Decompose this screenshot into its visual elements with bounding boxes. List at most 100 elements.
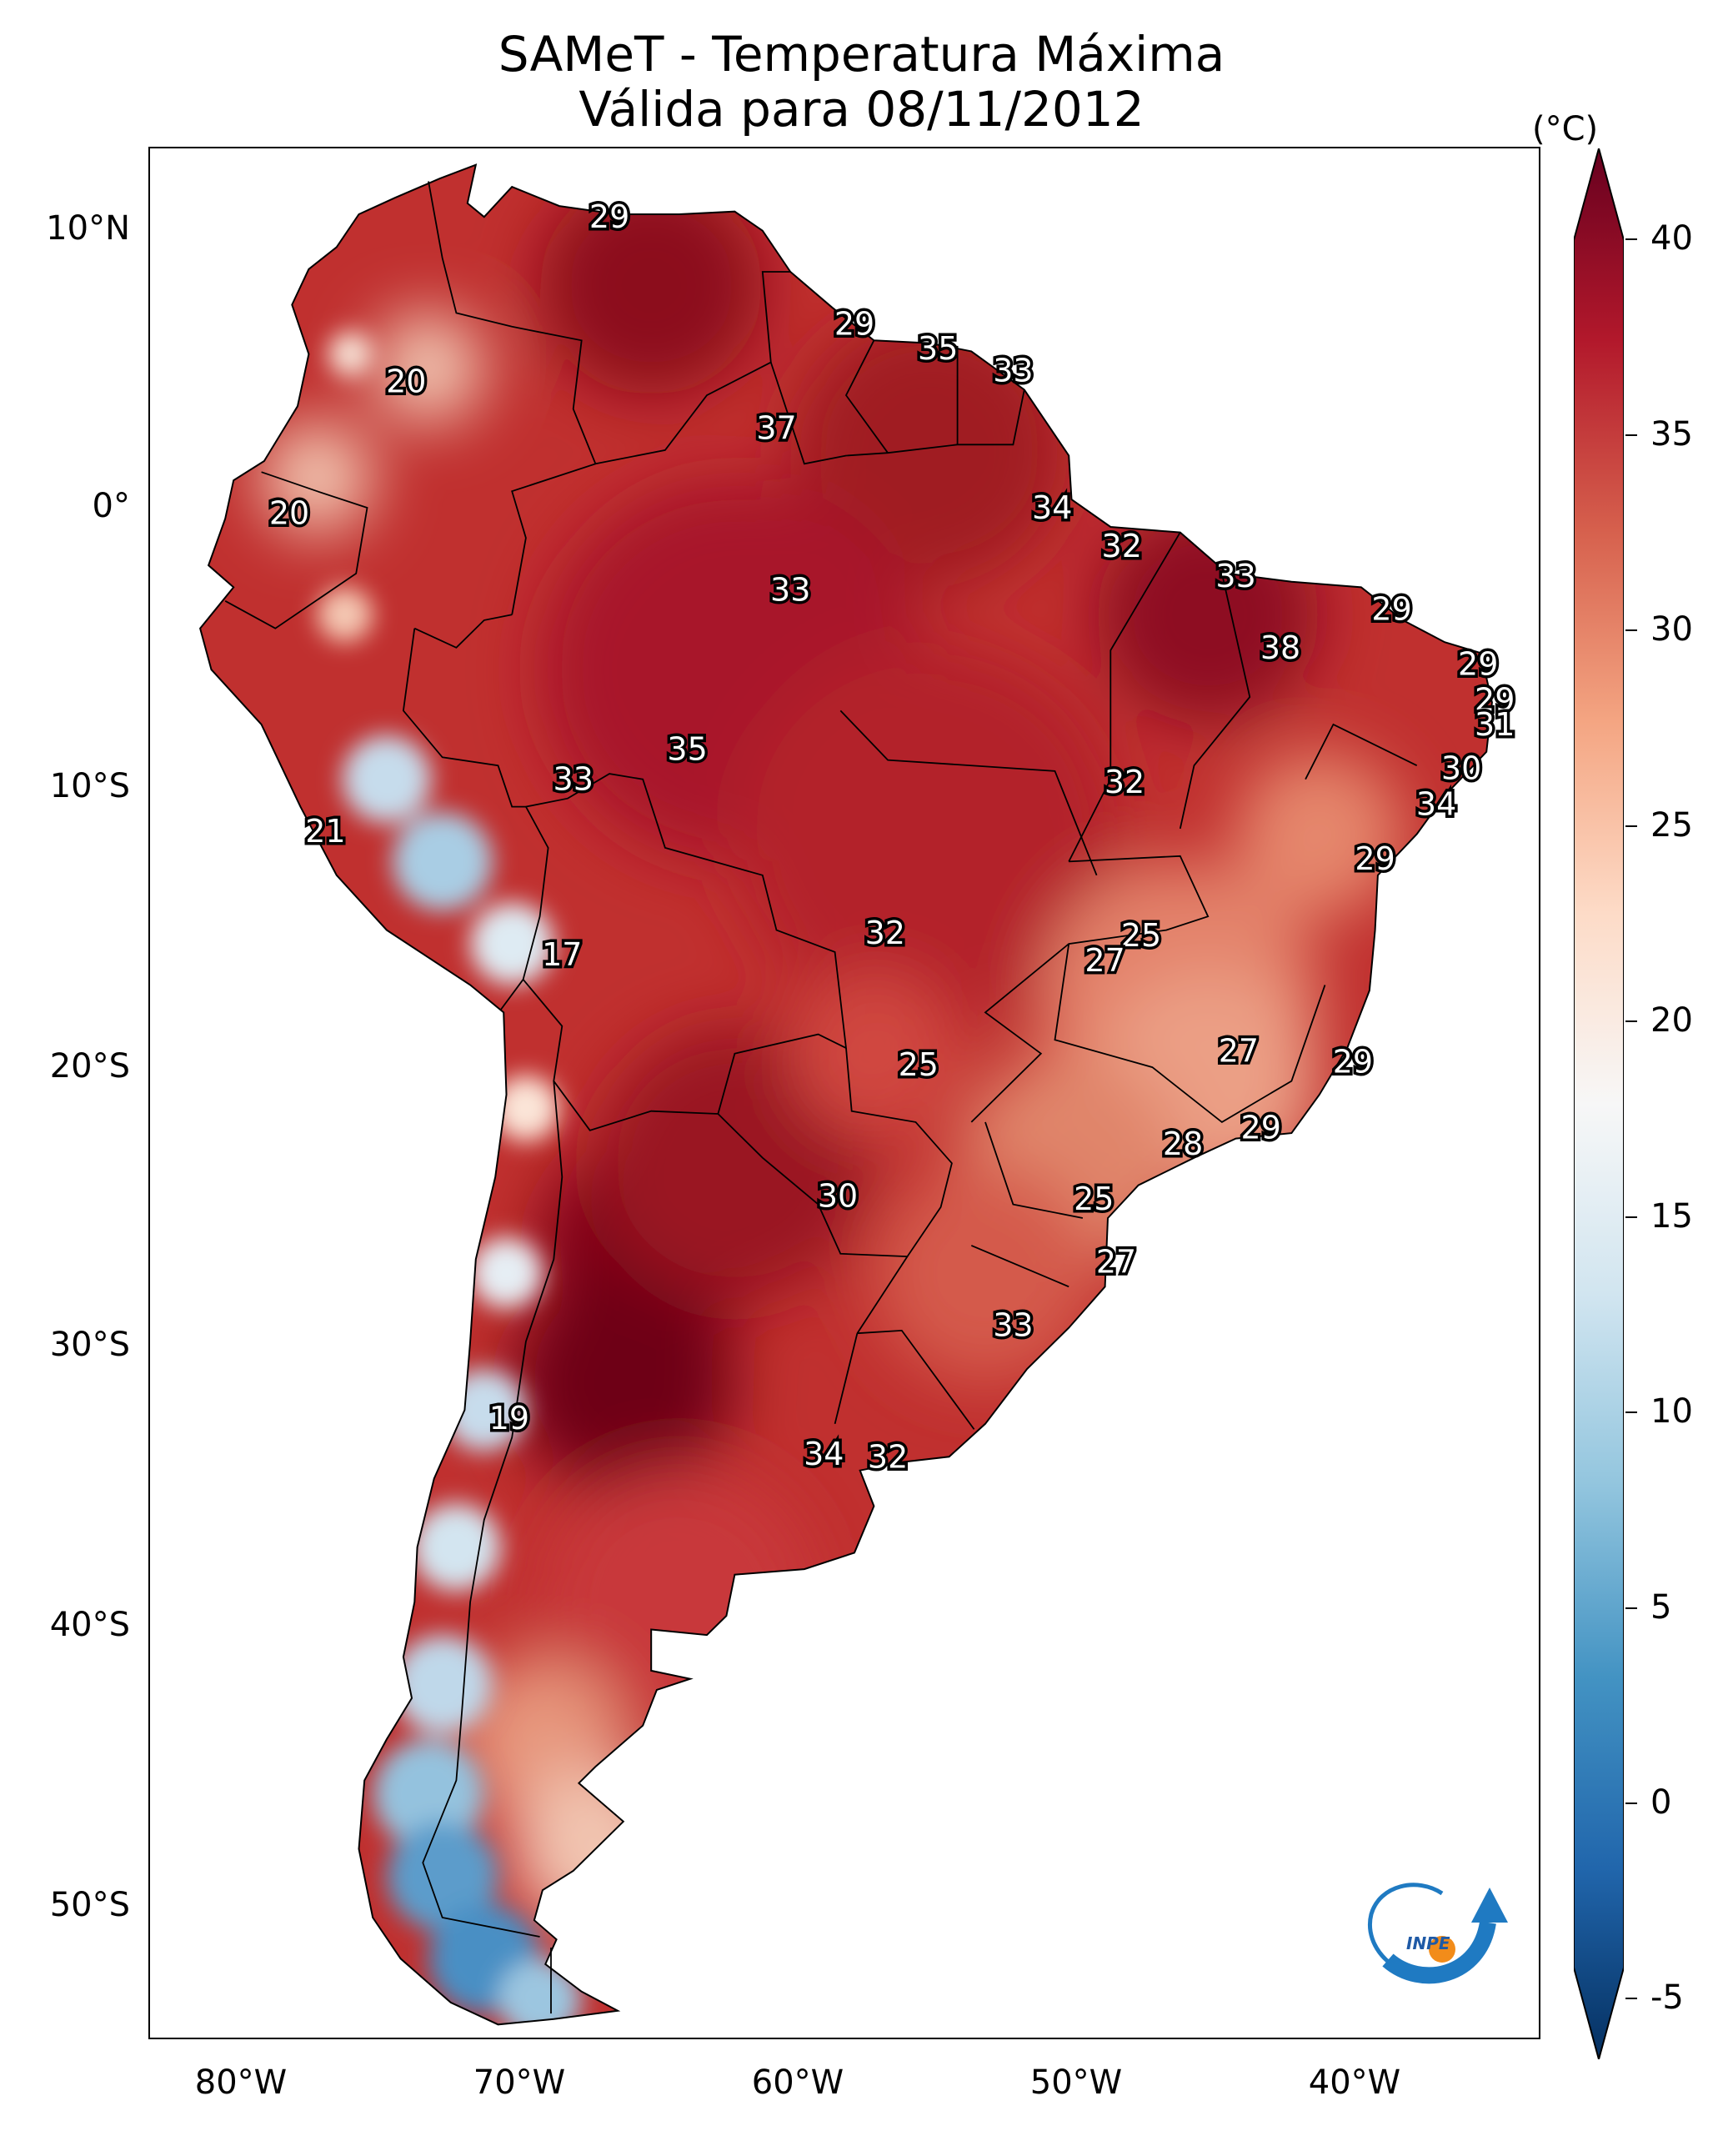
temperature-field-patch [261,422,373,533]
temperature-value-label: 29 [1475,681,1515,718]
temperature-value-label: 29 [589,198,629,235]
temperature-value-label: 32 [865,915,905,951]
admin-border [856,1256,909,1334]
lon-label-80w: 80°W [194,2063,288,2102]
lon-label-50w: 50°W [1029,2063,1123,2102]
temperature-value-label: 32 [1104,764,1144,800]
colorbar-tick-25: 25 [1650,806,1693,845]
lat-label-50s: 50°S [49,1886,130,1924]
admin-border [402,628,549,1010]
admin-border [857,1329,975,1430]
temperature-value-label: 31 [1475,706,1515,743]
temperature-value-label: 19 [489,1400,529,1436]
temperature-value-label: 20 [269,495,309,532]
temperature-field-patch [734,642,1124,1026]
temperature-field-patch [1235,751,1404,917]
colorbar-tick-40: 40 [1650,219,1693,258]
admin-border [1179,573,1251,830]
temperature-field-patch [411,1503,501,1592]
admin-border [428,181,597,615]
temperature-field-patch [498,1958,582,2025]
admin-border [970,1245,1069,1288]
colorbar-tick-0: 0 [1650,1783,1672,1822]
temperature-field-patch [539,175,763,396]
lat-label-0: 0° [92,487,130,525]
temperature-value-label: 34 [804,1436,844,1472]
colorbar-gradient [1573,145,1625,2063]
temperature-value-label: 25 [1074,1181,1114,1217]
colorbar-unit: (°C) [1532,110,1599,148]
colorbar-tick-minus5: -5 [1650,1978,1684,2017]
colorbar-tick-15: 15 [1650,1197,1693,1236]
temperature-field-patch [373,1739,484,1849]
temperature-value-label: 37 [756,410,796,447]
lat-label-10n: 10°N [46,209,130,248]
temperature-value-label: 30 [1441,750,1481,787]
lat-label-30s: 30°S [49,1326,130,1364]
temperature-field-patch [470,1237,543,1309]
temperature-value-label: 29 [1458,646,1498,683]
temperature-value-label: 33 [770,572,810,609]
admin-border [1305,723,1418,780]
colorbar [1573,145,1625,2063]
temperature-value-label: 32 [1102,528,1142,564]
temperature-value-label: 33 [993,353,1033,389]
temperature-field-patch [512,1272,735,1493]
admin-border [717,1048,953,1258]
colorbar-tick-10: 10 [1650,1392,1693,1431]
admin-border [844,339,889,454]
temperature-value-label: 27 [1084,942,1124,979]
temperature-field-patch [328,332,373,377]
temperature-value-label: 29 [1355,840,1395,877]
temperature-value-label: 27 [1219,1032,1259,1069]
temperature-value-label: 34 [1032,489,1072,526]
colorbar-tick-5: 5 [1650,1588,1672,1627]
temperature-value-label: 25 [899,1046,939,1083]
temperature-field-patch [317,587,373,643]
map-title-line2: Válida para 08/11/2012 [579,81,1144,138]
admin-border [1054,943,1326,1123]
temperature-field-patch [492,1075,559,1141]
admin-border [422,1081,563,1938]
temperature-value-label: 27 [1096,1244,1136,1281]
temperature-field-patch [392,1635,493,1734]
admin-border [413,614,513,649]
admin-border [525,773,848,1115]
inpe-logo: INPE [1368,1883,1508,1984]
temperature-field-patch [874,1163,1097,1383]
temperature-value-label: 29 [1371,591,1411,628]
lat-label-20s: 20°S [49,1047,130,1086]
temperature-value-label: 29 [834,306,874,343]
admin-border [522,979,719,1131]
temperature-value-label: 33 [553,761,594,798]
temperature-field-patch [392,812,493,911]
logo-text: INPE [1406,1933,1450,1953]
admin-border [1068,532,1181,862]
temperature-value-label: 38 [1260,629,1300,666]
admin-border [839,709,1098,876]
temperature-field-patch [470,902,554,985]
temperature-field-patch [386,1821,498,1932]
temperature-value-label: 29 [1241,1110,1281,1146]
temperature-value-label: 34 [1416,785,1456,822]
admin-border [970,855,1210,1123]
admin-border [595,271,791,465]
temperature-value-label: 29 [1333,1044,1373,1081]
lat-label-10s: 10°S [49,767,130,805]
temperature-value-label: 17 [542,936,582,973]
colorbar-tick-20: 20 [1650,1001,1693,1040]
map-panel: 29 20 29 35 33 37 20 34 32 33 33 29 38 29 29 31 35 33 30 32… [148,147,1540,2039]
temperature-value-label: 35 [667,731,707,768]
temperature-value-label: 20 [386,364,426,400]
lat-label-40s: 40°S [49,1606,130,1644]
map-title-line1: SAMeT - Temperatura Máxima [498,26,1225,83]
temperature-value-label: 33 [1215,558,1255,594]
admin-border [834,1332,859,1425]
temperature-field-patch [790,313,1069,588]
lon-label-40w: 40°W [1308,2063,1401,2102]
temperature-value-label: 32 [868,1438,908,1475]
temperature-value-label: 25 [1121,917,1161,954]
temperature-field-patch [790,970,958,1136]
temperature-field-patch [342,735,432,824]
